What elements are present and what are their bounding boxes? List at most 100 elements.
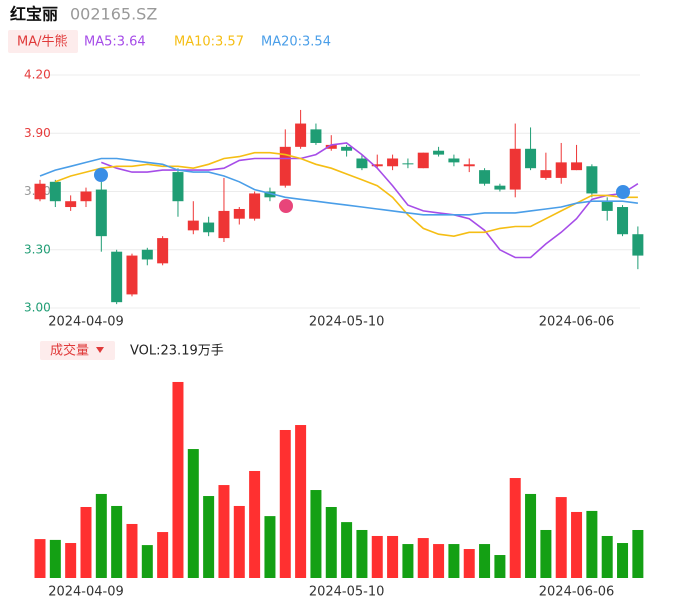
candle-body (203, 222, 215, 233)
volume-bar (525, 493, 537, 578)
candle-body (279, 146, 291, 186)
candle-body (218, 210, 230, 239)
volume-bar (433, 544, 445, 578)
volume-bar (387, 535, 399, 578)
volume-bar (509, 478, 521, 578)
candle-body (479, 170, 491, 184)
badge[interactable] (279, 199, 293, 213)
volume-bar (479, 544, 491, 578)
badges (94, 168, 630, 213)
x-tick-label: 2024-04-09 (48, 315, 124, 330)
candle-body (249, 193, 261, 219)
volume-bar (126, 523, 138, 578)
volume-bar (233, 505, 245, 578)
candle-body (494, 185, 506, 190)
volume-button[interactable] (40, 341, 115, 360)
volume-bar (249, 470, 261, 578)
candle-body (65, 201, 77, 208)
volume-bar (218, 485, 230, 578)
x-tick-label: 2024-05-10 (309, 315, 385, 330)
volume-bar (157, 532, 169, 578)
volume-label: VOL:23.19万手 (130, 344, 224, 359)
stock-name: 红宝丽 (10, 5, 58, 24)
x-tick-label: 2024-06-06 (539, 315, 615, 330)
candle-body (571, 162, 583, 171)
candle-body (126, 255, 138, 295)
volume-bar (402, 544, 414, 578)
volume-bar (341, 522, 353, 578)
candle-body (402, 163, 414, 165)
candle-body (387, 158, 399, 167)
candle-body (601, 201, 613, 211)
badge[interactable] (94, 168, 108, 182)
volume-bar (494, 555, 506, 578)
volume-bar (172, 381, 184, 578)
ma-button[interactable] (8, 30, 78, 53)
x-tick-label: 2024-05-10 (309, 585, 385, 600)
volume-button-label[interactable]: 成交量 (50, 343, 89, 359)
volume-bar (371, 535, 383, 578)
candle-body (433, 150, 445, 155)
candle-body (509, 148, 521, 190)
y-tick-label: 4.20 (24, 68, 51, 82)
candle-body (341, 146, 353, 151)
badge[interactable] (616, 185, 630, 199)
volume-bar (617, 543, 629, 578)
volume-bar (586, 510, 598, 578)
candle-body (141, 249, 153, 260)
ma-line (101, 142, 639, 259)
candle-body (356, 158, 368, 169)
volume-bar (325, 506, 337, 578)
volume-bar (141, 545, 153, 578)
candle-body (525, 148, 537, 169)
candle-body (325, 144, 337, 149)
candle-body (463, 164, 475, 167)
ma-button-label[interactable]: MA/牛熊 (17, 34, 68, 50)
candle-body (371, 164, 383, 167)
candle-body (295, 123, 307, 147)
y-tick-label: 3.00 (24, 301, 51, 315)
candle-body (187, 220, 199, 231)
volume-bar (463, 549, 475, 578)
y-tick-label: 3.30 (24, 242, 51, 256)
candle-body (555, 162, 567, 178)
candle-body (586, 166, 598, 194)
ma-line (39, 157, 639, 216)
candle-body (632, 234, 644, 256)
x-tick-label: 2024-04-09 (48, 585, 124, 600)
candle-body (264, 191, 276, 198)
volume-bar (601, 535, 613, 578)
volume-bar (448, 544, 460, 578)
volume-bar (203, 496, 215, 578)
candle-body (95, 189, 107, 237)
volume-bar (295, 425, 307, 578)
candle-body (448, 158, 460, 163)
volume-bar (95, 493, 107, 578)
dropdown-arrow[interactable] (96, 347, 104, 353)
candle-body (617, 207, 629, 235)
volume-bar (49, 539, 61, 578)
volume-bar (187, 449, 199, 578)
candle-body (34, 183, 46, 200)
candle-body (111, 251, 123, 303)
volume-bar (279, 429, 291, 578)
volume-bar (34, 539, 46, 578)
volume-bar (111, 505, 123, 578)
volume-bar (356, 529, 368, 578)
volume-bar (310, 490, 322, 578)
volume-bar (555, 497, 567, 578)
legend-entry: MA5:3.64 (84, 35, 146, 50)
volume-bar (65, 543, 77, 578)
volume-bar (264, 516, 276, 578)
volume-bar (632, 529, 644, 578)
x-tick-label: 2024-06-06 (539, 585, 615, 600)
plot: 3.003.303.603.904.202024-04-092024-05-10… (24, 35, 644, 600)
candle-body (310, 129, 322, 143)
y-tick-label: 3.90 (24, 126, 51, 140)
volume-bar (571, 511, 583, 578)
candle-body (172, 172, 184, 202)
candle-body (233, 208, 245, 219)
candle-body (417, 152, 429, 169)
volume-bar (540, 529, 552, 578)
